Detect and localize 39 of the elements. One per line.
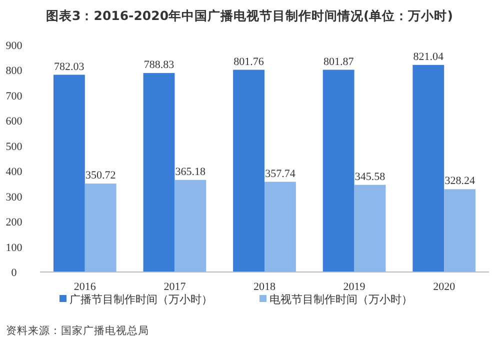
data-label: 788.83 — [144, 59, 175, 72]
data-label: 801.76 — [234, 56, 264, 68]
bar — [174, 180, 206, 272]
y-tick-label: 900 — [6, 40, 23, 52]
data-label: 801.87 — [323, 56, 354, 68]
x-tick-label: 2019 — [343, 281, 366, 293]
bar — [354, 184, 386, 272]
data-label: 365.18 — [175, 166, 206, 178]
legend-label: 电视节目制作时间（万小时） — [270, 293, 412, 306]
data-label: 357.74 — [265, 168, 296, 180]
chart-title: 图表3：2016-2020年中国广播电视节目制作时间情况(单位：万小时) — [46, 8, 453, 23]
x-tick-label: 2016 — [74, 281, 96, 293]
y-tick-label: 200 — [6, 216, 23, 229]
bar — [53, 74, 85, 272]
text: 资料来源：国家广播电视总局 — [6, 324, 149, 337]
bar — [264, 182, 296, 272]
bar — [233, 70, 264, 272]
data-label: 350.72 — [85, 170, 116, 182]
bar — [84, 184, 116, 272]
data-label: 821.04 — [413, 50, 444, 63]
y-tick-label: 500 — [6, 140, 23, 153]
y-tick-label: 0 — [11, 267, 18, 279]
data-label: 328.24 — [444, 175, 476, 188]
legend-label: 广播节目制作时间（万小时） — [70, 293, 212, 306]
bar — [444, 189, 476, 272]
y-tick-label: 300 — [6, 191, 23, 204]
y-tick-label: 100 — [6, 242, 23, 254]
x-tick-label: 2018 — [254, 281, 276, 293]
bar — [412, 64, 444, 272]
data-label: 782.03 — [54, 60, 85, 73]
y-tick-label: 800 — [6, 65, 23, 78]
y-tick-label: 600 — [6, 116, 23, 128]
x-tick-label: 2020 — [433, 281, 456, 293]
y-tick-label: 700 — [6, 90, 23, 102]
x-tick-label: 2017 — [164, 281, 186, 293]
bar — [143, 73, 175, 272]
y-tick-label: 400 — [6, 166, 23, 178]
data-label: 345.58 — [354, 170, 386, 183]
bar — [322, 70, 354, 272]
